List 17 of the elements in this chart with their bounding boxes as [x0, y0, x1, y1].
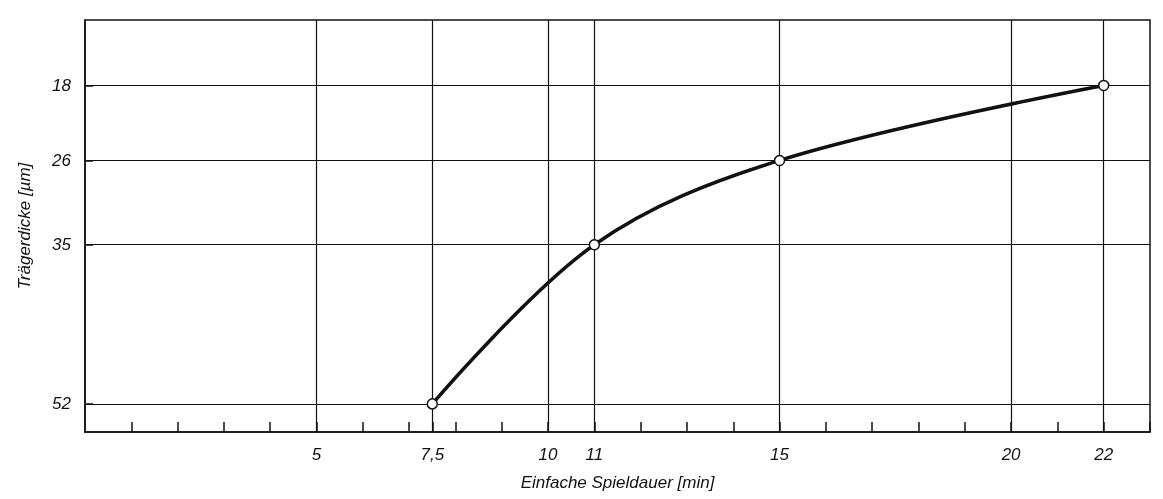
x-tick-label: 5: [311, 445, 322, 464]
x-tick-label: 22: [1093, 445, 1114, 464]
x-tick-label: 11: [585, 445, 604, 464]
x-tick-label: 10: [538, 445, 559, 464]
x-tick-label: 7,5: [420, 445, 445, 464]
point: [1097, 79, 1110, 92]
x-tick-label: 15: [770, 445, 790, 464]
y-tick-label: 35: [52, 235, 72, 255]
y-axis-title: Trägerdicke [µm]: [15, 161, 34, 290]
y-tick-label: 26: [51, 150, 72, 170]
y-tick-label: 52: [52, 394, 72, 414]
point: [773, 154, 786, 167]
x-tick-label: 20: [1000, 445, 1022, 464]
point: [426, 398, 439, 410]
y-tick-label: 18: [52, 76, 72, 96]
point: [588, 238, 601, 251]
x-axis-title: Einfache Spieldauer [min]: [520, 473, 716, 492]
